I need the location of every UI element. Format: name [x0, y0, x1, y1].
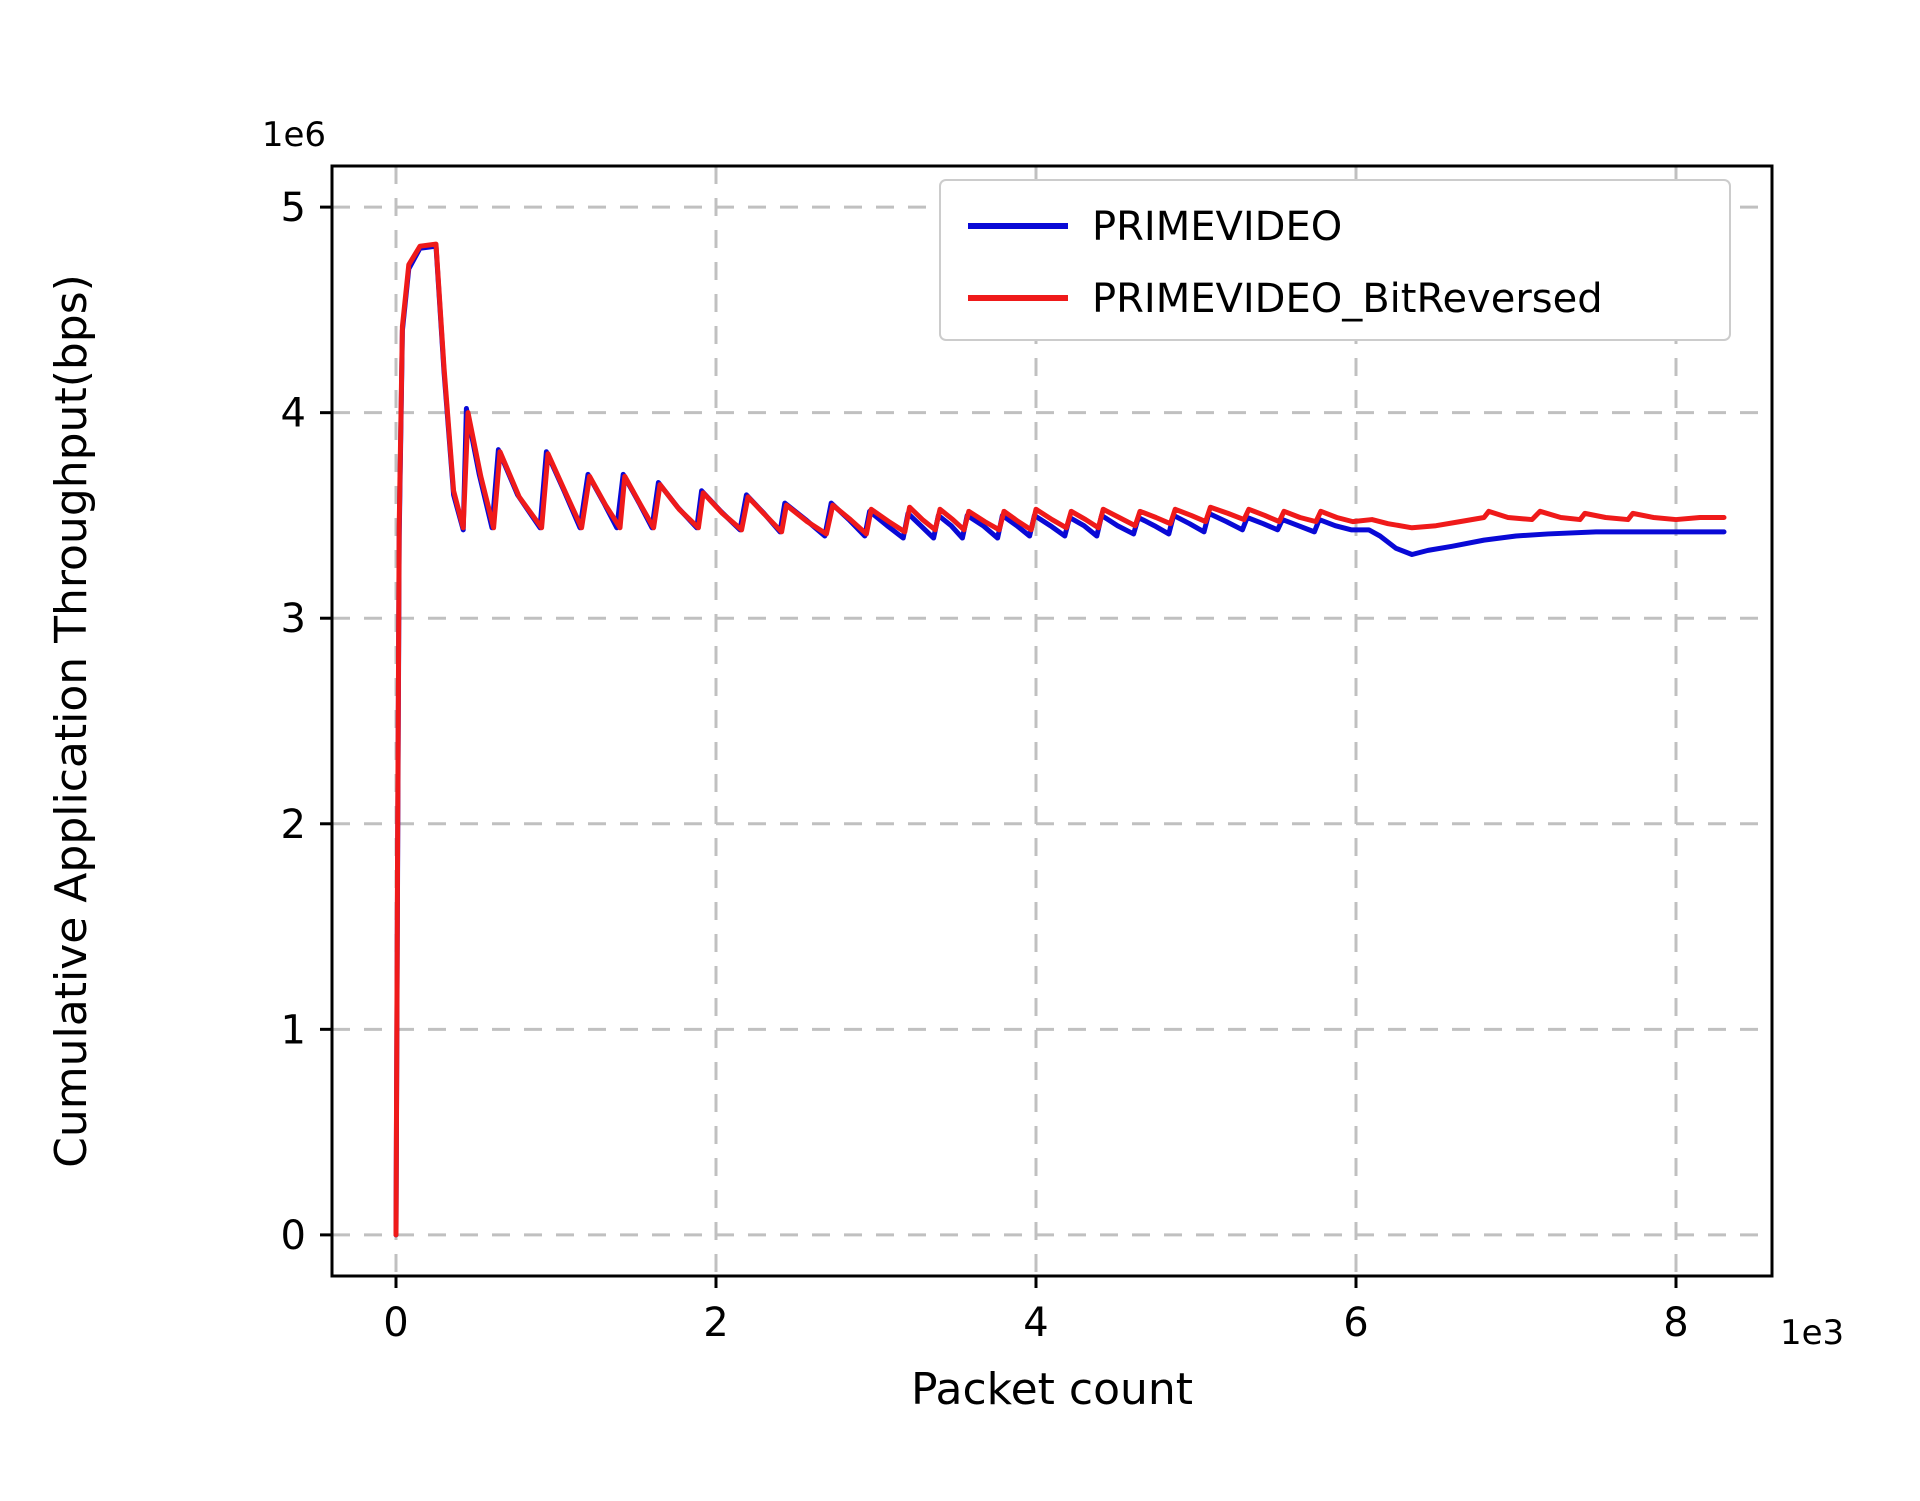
x-offset-text: 1e3: [1780, 1313, 1844, 1353]
y-tick-label: 2: [281, 802, 306, 848]
throughput-line-chart: 0 2 4 6 8 0 1 2 3 4 5 1e3 1e6 Packet count Cumulative …: [0, 0, 1920, 1501]
legend-label: PRIMEVIDEO: [1092, 204, 1342, 250]
y-tick-label: 1: [281, 1007, 306, 1053]
chart-container: 0 2 4 6 8 0 1 2 3 4 5 1e3 1e6 Packet count Cumulative …: [0, 0, 1920, 1501]
x-tick-label: 4: [1023, 1300, 1048, 1346]
x-tick-label: 0: [383, 1300, 408, 1346]
x-tick-label: 8: [1663, 1300, 1688, 1346]
y-tick-label: 0: [281, 1213, 306, 1259]
x-tick-label: 2: [703, 1300, 728, 1346]
y-axis-label: Cumulative Application Throughput(bps): [46, 274, 97, 1168]
y-tick-label: 4: [281, 391, 306, 437]
x-axis-label: Packet count: [911, 1364, 1193, 1415]
legend-label: PRIMEVIDEO_BitReversed: [1092, 276, 1603, 322]
y-offset-text: 1e6: [262, 115, 326, 155]
y-tick-label: 5: [281, 185, 306, 231]
x-tick-label: 6: [1343, 1300, 1368, 1346]
y-tick-label: 3: [281, 596, 306, 642]
